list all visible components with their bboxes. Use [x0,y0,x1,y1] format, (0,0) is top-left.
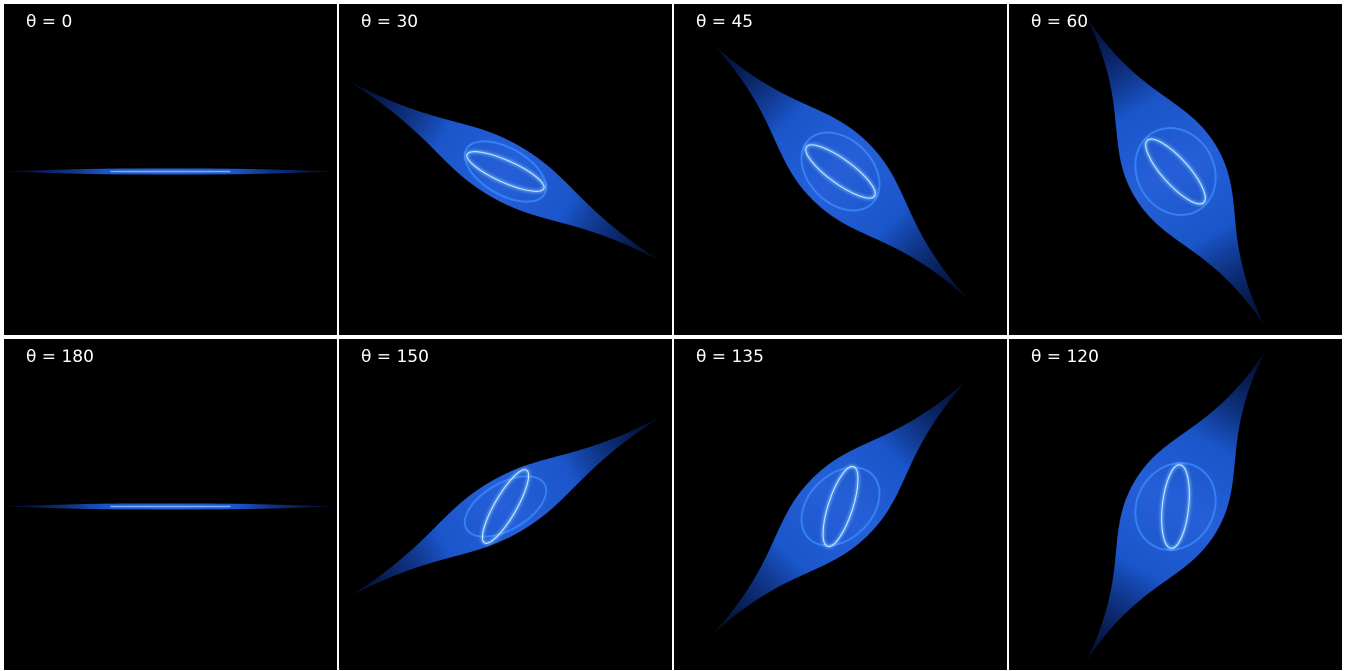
simulation-image [713,379,968,634]
outer-ring [463,475,548,538]
spindle [349,81,662,262]
panel: θ = 150 [339,339,672,670]
spindle [1085,15,1266,328]
outer-ring [463,140,548,203]
spindle [713,44,968,299]
outer-ring [800,131,881,212]
panel-label: θ = 0 [26,12,72,32]
spindle [1085,350,1266,663]
spindle [349,416,662,597]
inner-ring-core [1161,464,1190,549]
panel: θ = 45 [674,4,1007,335]
inner-ring-core [805,144,876,199]
spindle-group [5,168,336,175]
inner-ring-core [481,469,530,544]
simulation-image [349,81,662,262]
panel: θ = 0 [4,4,337,335]
simulation-image [5,168,336,175]
spindle-group [1085,15,1266,328]
inner-ring-core [822,465,859,548]
panel: θ = 180 [4,339,337,670]
panel: θ = 30 [339,4,672,335]
outer-ring [1134,127,1217,216]
inner-ring-core [466,151,545,192]
outer-ring [1134,462,1217,551]
simulation-image [5,503,336,510]
panel-label: θ = 180 [26,347,94,367]
spindle-group [713,44,968,299]
inner-ring-core [1145,138,1206,205]
panel-label: θ = 150 [361,347,429,367]
panel-label: θ = 45 [696,12,753,32]
panel-label: θ = 120 [1031,347,1099,367]
panel-label: θ = 30 [361,12,418,32]
simulation-image [1085,350,1266,663]
simulation-image [1085,15,1266,328]
spindle-group [5,503,336,510]
spindle-group [349,81,662,262]
panel: θ = 60 [1009,4,1342,335]
panel-label: θ = 135 [696,347,764,367]
spindle [713,379,968,634]
spindle-group [349,416,662,597]
simulation-image [713,44,968,299]
panel: θ = 135 [674,339,1007,670]
panel: θ = 120 [1009,339,1342,670]
spindle-group [1085,350,1266,663]
panel-label: θ = 60 [1031,12,1088,32]
simulation-image [349,416,662,597]
spindle-group [713,379,968,634]
